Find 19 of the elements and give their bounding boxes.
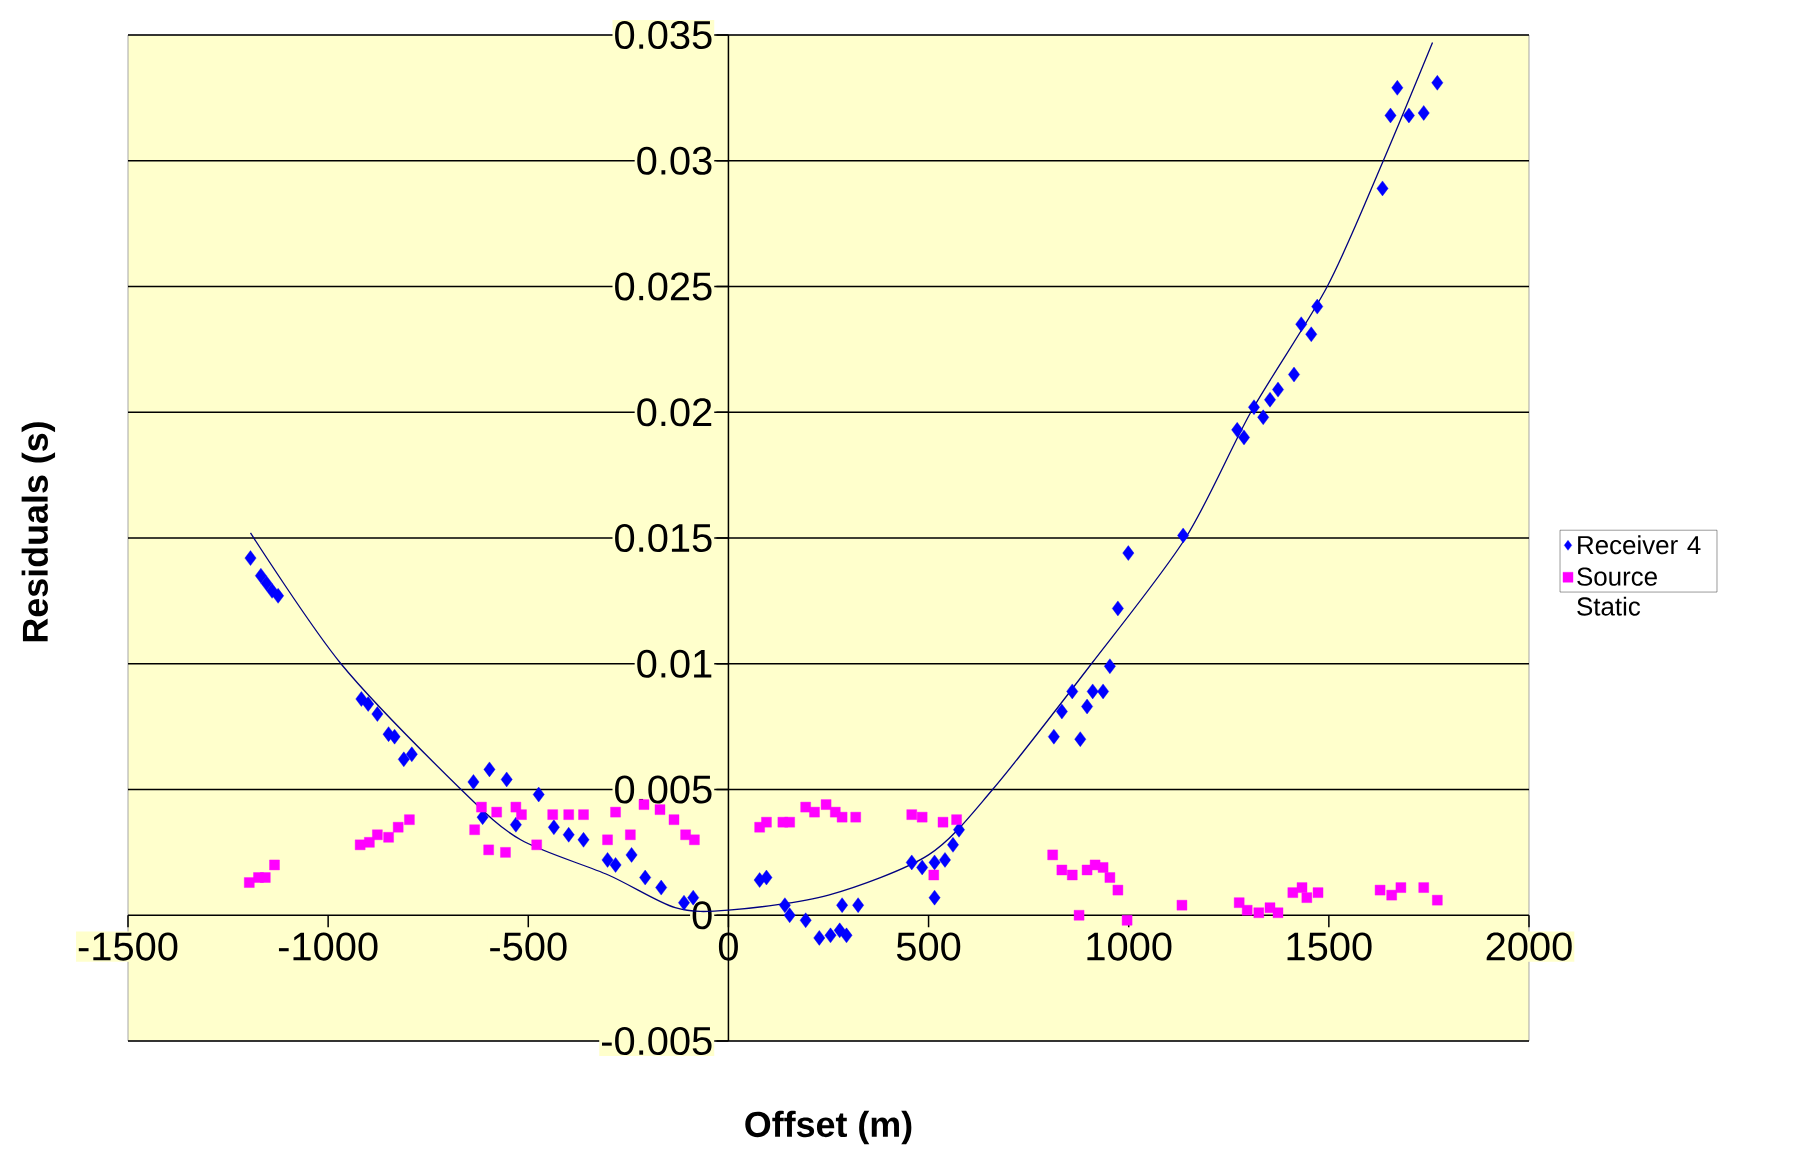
x-tick-label: 2000 bbox=[1486, 932, 1572, 961]
x-tick-label: 1500 bbox=[1287, 932, 1372, 961]
x-axis-title: Offset (m) bbox=[745, 1110, 912, 1145]
y-tick-label: 0.015 bbox=[615, 523, 712, 553]
y-axis-title: Residuals (s) bbox=[21, 422, 56, 642]
legend-label: Source Static bbox=[1577, 567, 1657, 616]
x-tick-label: -500 bbox=[490, 932, 567, 961]
y-tick-label: 0.025 bbox=[615, 272, 712, 301]
y-tick-label: 0.02 bbox=[637, 398, 712, 427]
y-tick-label: 0.005 bbox=[615, 775, 712, 804]
y-tick-label: -0.005 bbox=[602, 1026, 712, 1056]
x-tick-label: 1000 bbox=[1087, 932, 1172, 961]
x-tick-label: -1500 bbox=[78, 932, 178, 961]
y-tick-label: 0.01 bbox=[637, 649, 712, 678]
y-tick-label: 0.03 bbox=[637, 146, 712, 175]
y-tick-label: 0.035 bbox=[615, 20, 712, 50]
legend-label: Receiver 4 bbox=[1578, 535, 1701, 555]
x-tick-label: 500 bbox=[896, 932, 961, 961]
x-tick-label: -1000 bbox=[278, 932, 378, 961]
